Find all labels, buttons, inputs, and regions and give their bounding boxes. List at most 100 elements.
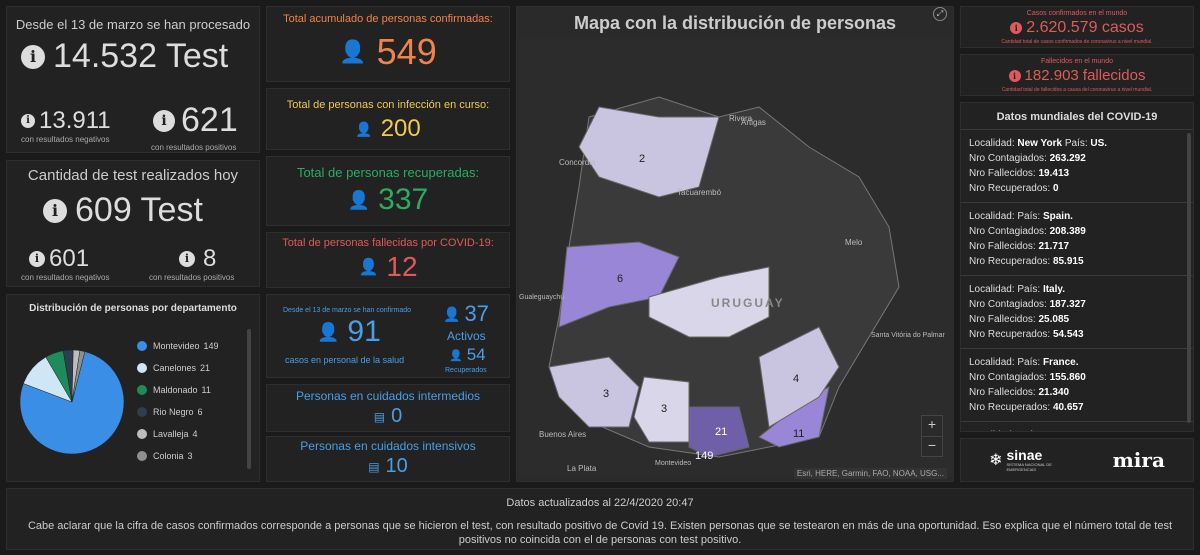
map-count-maldonado: 11: [793, 428, 804, 440]
uruguay-map[interactable]: Artigas Rivera Concordia Tacuarembó Melo…: [519, 37, 953, 477]
person-icon: 👤: [347, 189, 371, 210]
zoom-in-button[interactable]: +: [927, 416, 937, 432]
legend-label: Canelones: [153, 363, 197, 373]
global-data-list[interactable]: Localidad: New York País: US. Nro Contagi…: [961, 130, 1193, 431]
global-deaths: Nro Fallecidos: 21.717: [969, 241, 1070, 252]
map-count-lavalleja: 4: [793, 373, 799, 385]
logos-panel: ❄ sinae SISTEMA NACIONAL DE EMERGENCIAS …: [960, 438, 1194, 482]
map-city-santa-vitoria: Santa Vitória do Palmar: [871, 332, 945, 339]
health-active-value: 37: [464, 301, 489, 326]
tests-today-value: 609 Test: [75, 191, 203, 229]
confirmed-value: 549: [376, 31, 437, 72]
legend-swatch: [137, 385, 147, 395]
global-recovered: Nro Recuperados: 0: [969, 183, 1059, 194]
global-cases: Nro Contagiados: 187.327: [969, 299, 1086, 310]
tests-today-title: Cantidad de test realizados hoy: [27, 167, 239, 184]
tests-total-value: 14.532 Test: [53, 37, 229, 75]
legend-value: 21: [200, 363, 211, 373]
global-data-item[interactable]: Localidad: País: Germany.Nro Contagiados…: [961, 422, 1193, 431]
in-course-value: 200: [380, 115, 421, 142]
global-data-item[interactable]: Localidad: País: Spain. Nro Contagiados: …: [961, 203, 1193, 276]
legend-value: 3: [187, 451, 193, 461]
global-scrollbar[interactable]: [1187, 133, 1191, 423]
global-recovered: Nro Recuperados: 85.915: [969, 256, 1084, 267]
world-cases-row: i 2.620.579 casos: [961, 19, 1193, 37]
tests-today-pos-label: con resultados positivos: [149, 273, 235, 282]
footer-note: Cabe aclarar que la cifra de casos confi…: [27, 520, 1173, 546]
legend-label: Montevideo: [153, 341, 200, 351]
pie-slice-colonia[interactable]: [71, 350, 86, 403]
deceased-value: 12: [386, 251, 418, 282]
map-city-rivera: Rivera: [729, 114, 753, 123]
intensive-title: Personas en cuidados intensivos: [300, 439, 476, 453]
tests-today-panel: Cantidad de test realizados hoy i 609 Te…: [6, 160, 260, 287]
global-cases: Nro Contagiados: 155.860: [969, 372, 1086, 383]
legend-value: 149: [203, 341, 219, 351]
sinae-logo: ❄ sinae SISTEMA NACIONAL DE EMERGENCIAS: [989, 448, 1056, 472]
info-icon: i: [179, 251, 195, 267]
global-data-item[interactable]: Localidad: New York País: US. Nro Contagi…: [961, 130, 1193, 203]
map-city-montevideo: Montevideo: [655, 460, 691, 467]
legend-item[interactable]: Rio Negro 6: [137, 401, 237, 423]
legend-swatch: [137, 341, 147, 351]
map-city-melo: Melo: [845, 238, 863, 247]
health-recovered-label: Recuperados: [445, 367, 487, 374]
tests-today-neg-value: 601: [49, 245, 90, 272]
tests-total-row: i 14.532 Test: [21, 37, 228, 76]
map-city-tacuarembo: Tacuarembó: [677, 188, 722, 197]
deceased-row: 👤 12: [267, 251, 509, 283]
footer-panel: Datos actualizados al 22/4/2020 20:47 Ca…: [6, 488, 1194, 550]
zoom-out-button[interactable]: −: [922, 436, 942, 456]
map-attribution: Esri, HERE, Garmin, FAO, NOAA, USG...: [793, 468, 947, 479]
world-cases-note: Cantidad total de casos confirmados de c…: [1001, 39, 1153, 45]
map-city-gualeguaychu: Gualeguaychú: [519, 294, 564, 301]
tests-total-title: Desde el 13 de marzo se han procesado: [15, 17, 251, 32]
legend-label: Lavalleja: [153, 429, 189, 439]
intermediate-panel: Personas en cuidados intermedios ▤ 0: [266, 384, 510, 432]
legend-scrollbar[interactable]: [247, 329, 251, 469]
legend-item[interactable]: Lavalleja 4: [137, 423, 237, 445]
map-count-montevideo: 149: [695, 450, 713, 462]
in-course-row: 👤 200: [267, 115, 509, 143]
map-dept-artigas: [578, 106, 720, 198]
distribution-title: Distribución de personas por departament…: [29, 303, 237, 314]
expand-icon[interactable]: ⤢: [933, 7, 947, 21]
map-count-sanjose: 3: [661, 403, 667, 415]
person-icon: 👤: [449, 349, 463, 362]
global-deaths: Nro Fallecidos: 25.085: [969, 314, 1070, 325]
map-dept-canelones: [688, 406, 750, 458]
person-icon: 👤: [443, 305, 461, 322]
legend-item[interactable]: Canelones 21: [137, 357, 237, 379]
info-icon: i: [21, 114, 35, 128]
map-panel: Mapa con la distribución de personas ⤢ ⌂…: [516, 6, 954, 482]
global-data-item[interactable]: Localidad: País: France. Nro Contagiados:…: [961, 349, 1193, 422]
global-data-item[interactable]: Localidad: País: Italy. Nro Contagiados: …: [961, 276, 1193, 349]
global-location: Localidad: País: Italy.: [969, 284, 1065, 295]
legend-item[interactable]: Maldonado 11: [137, 379, 237, 401]
confirmed-panel: Total acumulado de personas confirmadas:…: [266, 6, 510, 82]
health-recovered-value: 54: [466, 345, 486, 364]
health-recovered-row: 👤 54: [449, 345, 486, 365]
map-dept-lavalleja: [758, 326, 840, 428]
world-cases-panel: Casos confirmados en el mundo i 2.620.57…: [960, 6, 1194, 48]
info-icon: i: [43, 198, 67, 223]
world-deaths-note: Cantidad total de fallecidos a causa del…: [1001, 87, 1153, 93]
legend-label: Maldonado: [153, 385, 198, 395]
legend-item[interactable]: Montevideo 149: [137, 335, 237, 357]
intensive-panel: Personas en cuidados intensivos ▤ 10: [266, 436, 510, 482]
in-course-panel: Total de personas con infección en curso…: [266, 88, 510, 150]
mira-logo: mira: [1112, 448, 1165, 472]
world-cases-title: Casos confirmados en el mundo: [1026, 10, 1128, 17]
distribution-pie-chart[interactable]: [17, 347, 127, 457]
map-city-concordia: Concordia: [559, 158, 596, 167]
pie-slice-montevideo[interactable]: [19, 351, 125, 455]
tests-total-panel: Desde el 13 de marzo se han procesado i …: [6, 6, 260, 153]
zoom-controls: + −: [921, 415, 943, 457]
confirmed-title: Total acumulado de personas confirmadas:: [283, 13, 493, 25]
legend-item[interactable]: Colonia 3: [137, 445, 237, 467]
distribution-legend: Montevideo 149 Canelones 21 Maldonado 11 Rio N…: [137, 335, 237, 467]
health-value: 91: [347, 315, 381, 348]
map-count-artigas: 2: [639, 153, 645, 165]
tests-total-neg-label: con resultados negativos: [21, 135, 110, 144]
recovered-panel: Total de personas recuperadas: 👤 337: [266, 156, 510, 226]
